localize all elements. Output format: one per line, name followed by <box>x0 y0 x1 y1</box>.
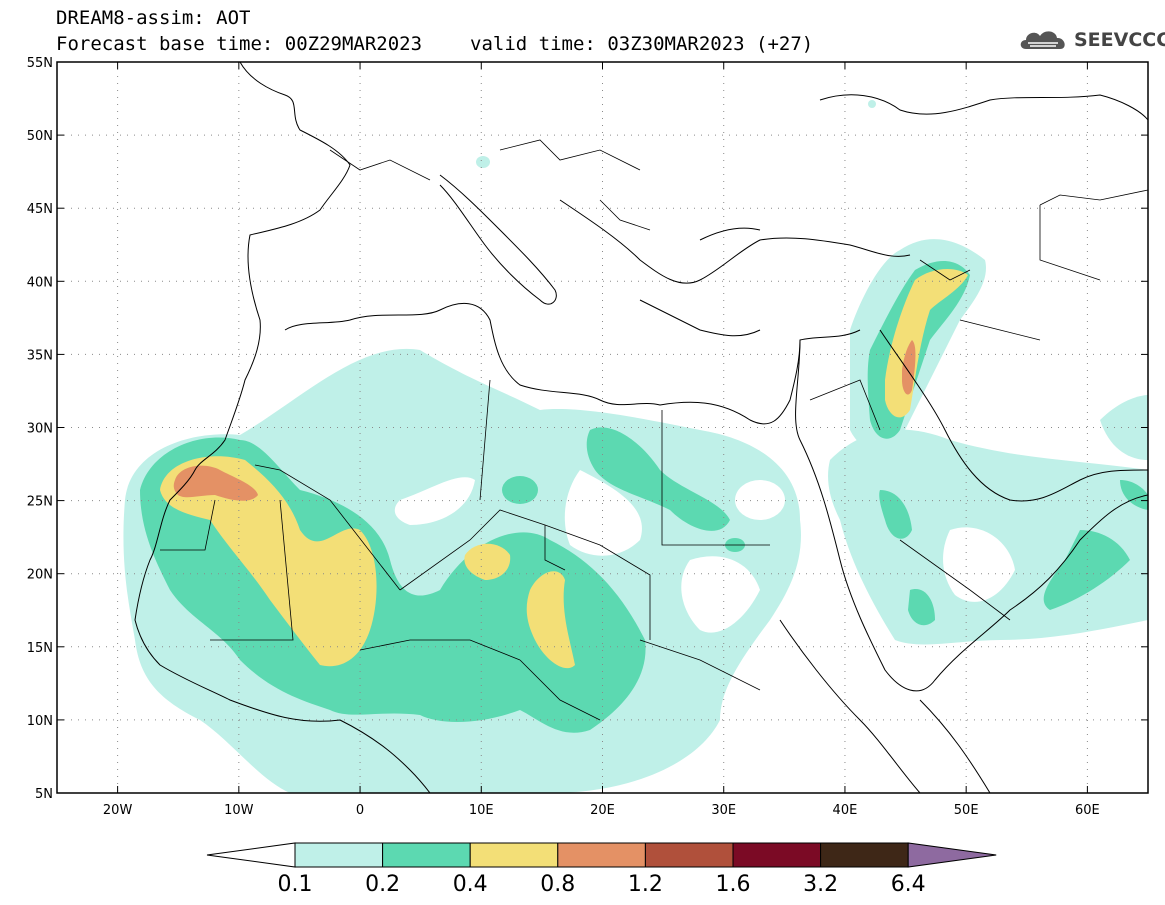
logo-text: SEEVCCC <box>1074 29 1165 51</box>
colorbar-level-label: 0.8 <box>540 872 575 897</box>
graticule <box>57 62 1148 793</box>
colorbar-swatch <box>644 842 734 868</box>
lon-tick-label: 40E <box>833 803 858 818</box>
colorbar-high-arrow <box>907 842 997 868</box>
colorbar: 0.1 0.2 0.4 0.8 1.2 1.6 3.2 6.4 <box>206 842 997 897</box>
lat-tick-label: 55N <box>27 56 53 71</box>
lat-tick-label: 20N <box>27 568 53 583</box>
lon-tick-label: 10W <box>224 803 254 818</box>
colorbar-swatch <box>557 842 646 868</box>
longitude-axis: 20W 10W 0 10E 20E 30E 40E 50E 60E <box>103 62 1100 818</box>
colorbar-swatch <box>820 842 909 868</box>
map-title: DREAM8-assim: AOT <box>56 7 251 29</box>
colorbar-swatch <box>732 842 822 868</box>
lon-tick-label: 30E <box>711 803 736 818</box>
seevccc-logo: SEEVCCC <box>1018 26 1165 54</box>
lat-tick-label: 50N <box>27 129 53 144</box>
lat-tick-label: 5N <box>35 787 53 802</box>
country-borders <box>160 139 1148 721</box>
lon-tick-label: 60E <box>1075 803 1100 818</box>
lat-tick-label: 10N <box>27 714 53 729</box>
colorbar-level-label: 6.4 <box>891 872 926 897</box>
colorbar-swatch <box>382 842 471 868</box>
aot-level-0.8 <box>173 340 916 501</box>
lon-tick-label: 20W <box>103 803 133 818</box>
coastlines <box>134 62 1148 793</box>
lat-tick-label: 15N <box>27 641 53 656</box>
colorbar-swatch <box>469 842 559 868</box>
lat-tick-label: 40N <box>27 275 53 290</box>
lon-tick-label: 20E <box>590 803 615 818</box>
base-time: Forecast base time: 00Z29MAR2023 <box>56 33 423 55</box>
colorbar-low-arrow <box>206 842 296 868</box>
colorbar-level-label: 0.1 <box>278 872 313 897</box>
colorbar-level-label: 0.4 <box>453 872 488 897</box>
colorbar-level-label: 1.6 <box>716 872 751 897</box>
latitude-axis: 55N 50N 45N 40N 35N 30N 25N 20N 15N 10N 5N <box>27 56 1148 802</box>
colorbar-level-label: 0.2 <box>365 872 400 897</box>
valid-time: valid time: 03Z30MAR2023 (+27) <box>470 33 814 55</box>
lat-tick-label: 30N <box>27 422 53 437</box>
lon-tick-label: 10E <box>469 803 494 818</box>
lat-tick-label: 45N <box>27 202 53 217</box>
lon-tick-label: 50E <box>954 803 979 818</box>
lat-tick-label: 25N <box>27 495 53 510</box>
lon-tick-label: 0 <box>356 803 364 818</box>
cloud-icon <box>1020 31 1065 49</box>
aot-contours <box>57 62 1148 793</box>
colorbar-swatch <box>294 842 384 868</box>
colorbar-level-label: 3.2 <box>803 872 838 897</box>
lat-tick-label: 35N <box>27 348 53 363</box>
colorbar-level-label: 1.2 <box>628 872 663 897</box>
forecast-times: Forecast base time: 00Z29MAR2023 valid ti… <box>56 34 813 54</box>
